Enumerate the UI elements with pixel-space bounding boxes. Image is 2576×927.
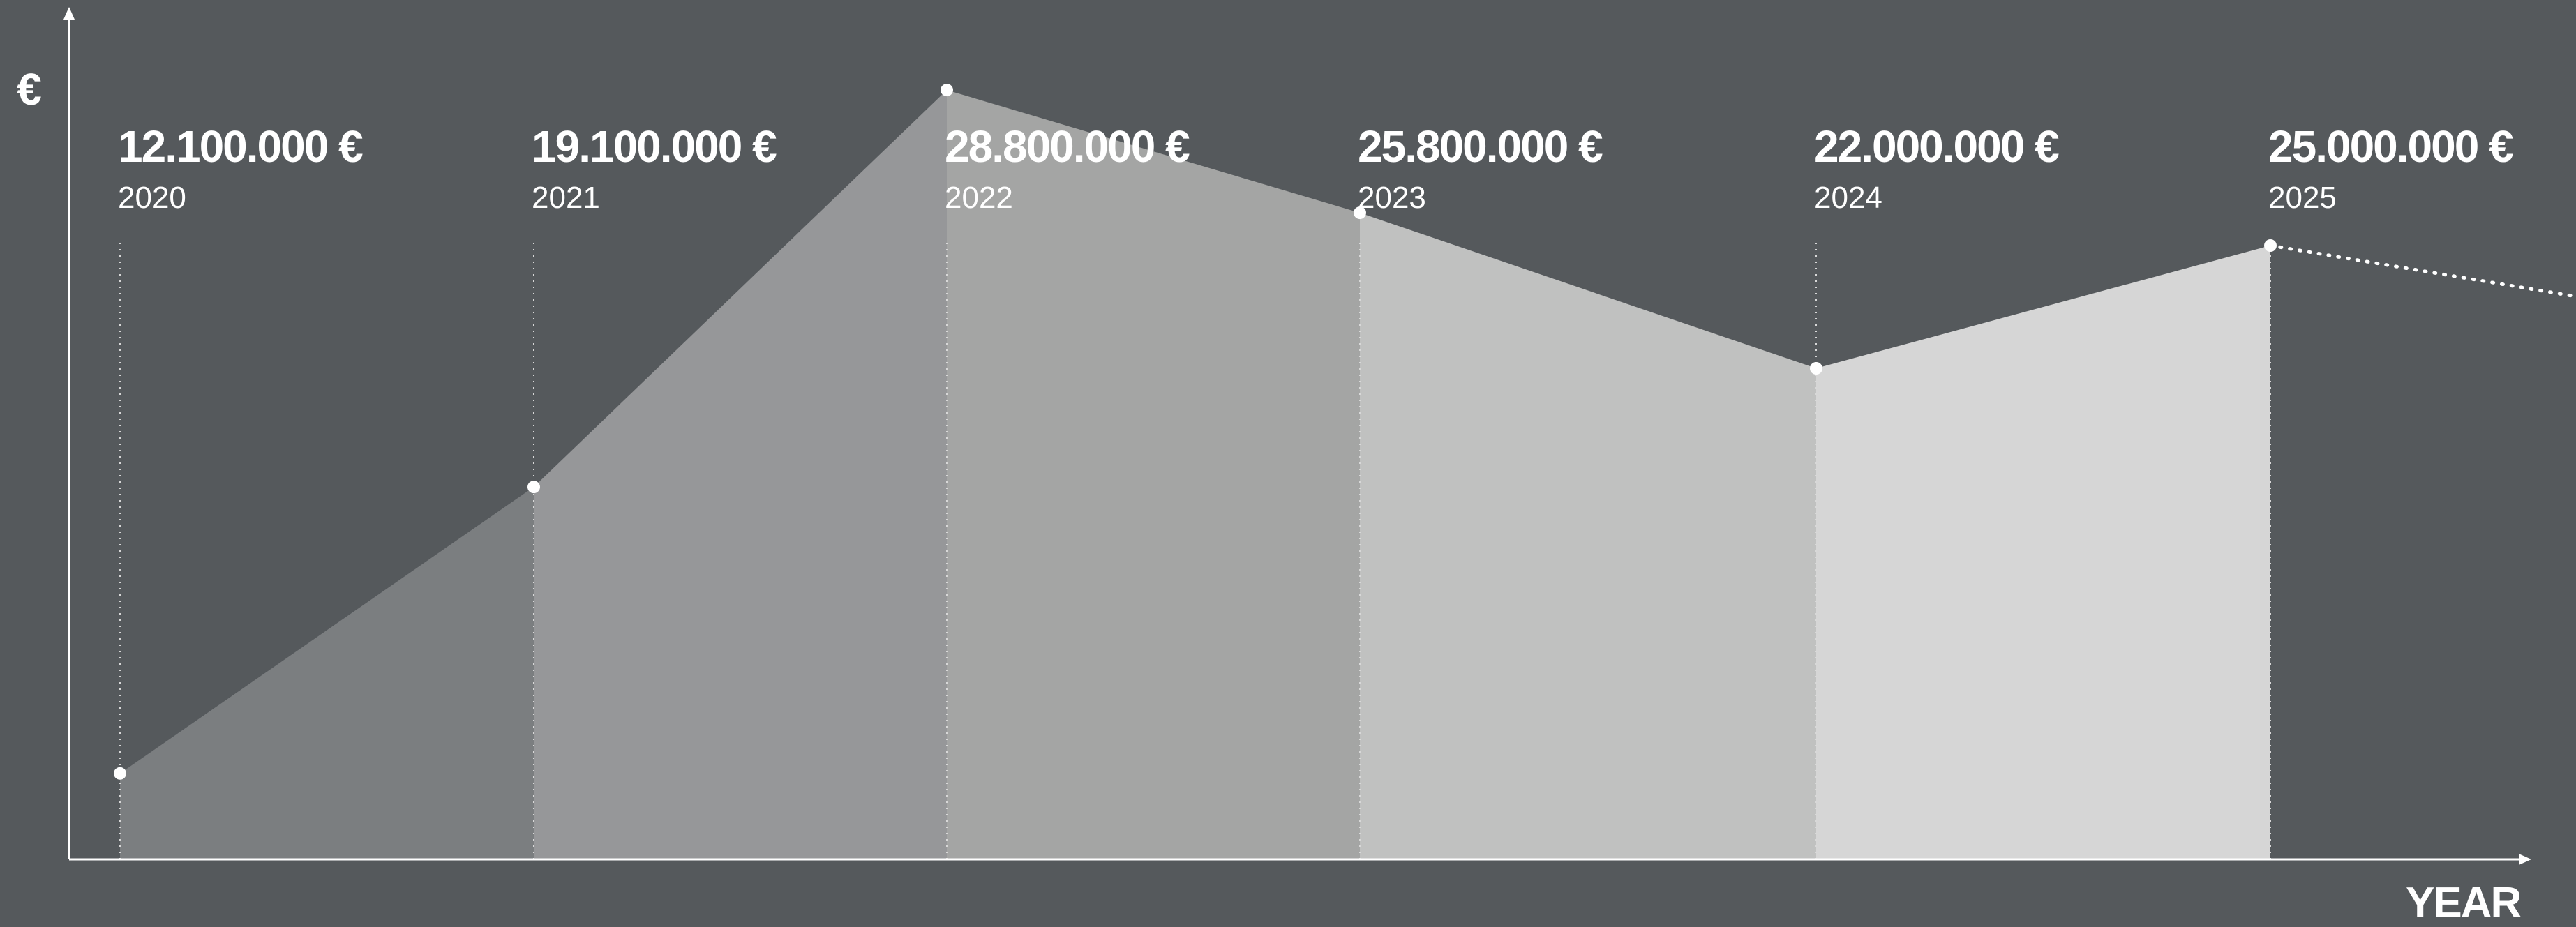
year-label-2025: 2025	[2268, 181, 2337, 215]
x-axis-arrow-icon	[2519, 854, 2531, 865]
value-label-2024: 22.000.000 €	[1814, 121, 2059, 172]
year-label-2024: 2024	[1814, 181, 1882, 215]
year-label-2020: 2020	[118, 181, 186, 215]
data-point-2024	[1810, 362, 1822, 375]
data-labels: 12.100.000 € 2020 19.100.000 € 2021 28.800.0…	[118, 121, 2515, 215]
area-segment-2024	[1816, 246, 2270, 859]
year-label-2021: 2021	[532, 181, 600, 215]
trend-lines	[2268, 243, 2576, 299]
year-label-2022: 2022	[945, 181, 1013, 215]
value-label-2025: 25.000.000 €	[2268, 121, 2513, 172]
area-segment-2020	[120, 487, 534, 859]
axes: € YEAR	[17, 7, 2531, 927]
value-label-2021: 19.100.000 €	[532, 121, 777, 172]
x-axis-title: YEAR	[2406, 879, 2521, 927]
area-segment-2023	[1360, 213, 1816, 860]
data-point-2025	[2264, 239, 2277, 252]
area-segment-2021	[534, 90, 947, 860]
y-axis-arrow-icon	[63, 7, 75, 20]
vertical-guides	[119, 243, 2271, 859]
value-label-2020: 12.100.000 €	[118, 121, 363, 172]
data-point-2023	[1354, 206, 1366, 220]
data-point-2021	[527, 481, 540, 494]
data-point-2022	[941, 84, 953, 97]
value-label-2023: 25.800.000 €	[1358, 121, 1603, 172]
y-axis-title: €	[17, 64, 42, 114]
data-points	[114, 84, 2277, 780]
data-point-2020	[114, 767, 126, 780]
value-label-2022: 28.800.000 €	[945, 121, 1190, 172]
year-label-2023: 2023	[1358, 181, 1426, 215]
area-segment-2022	[947, 90, 1360, 860]
projection-line	[2268, 243, 2576, 299]
area-segments	[120, 90, 2270, 860]
